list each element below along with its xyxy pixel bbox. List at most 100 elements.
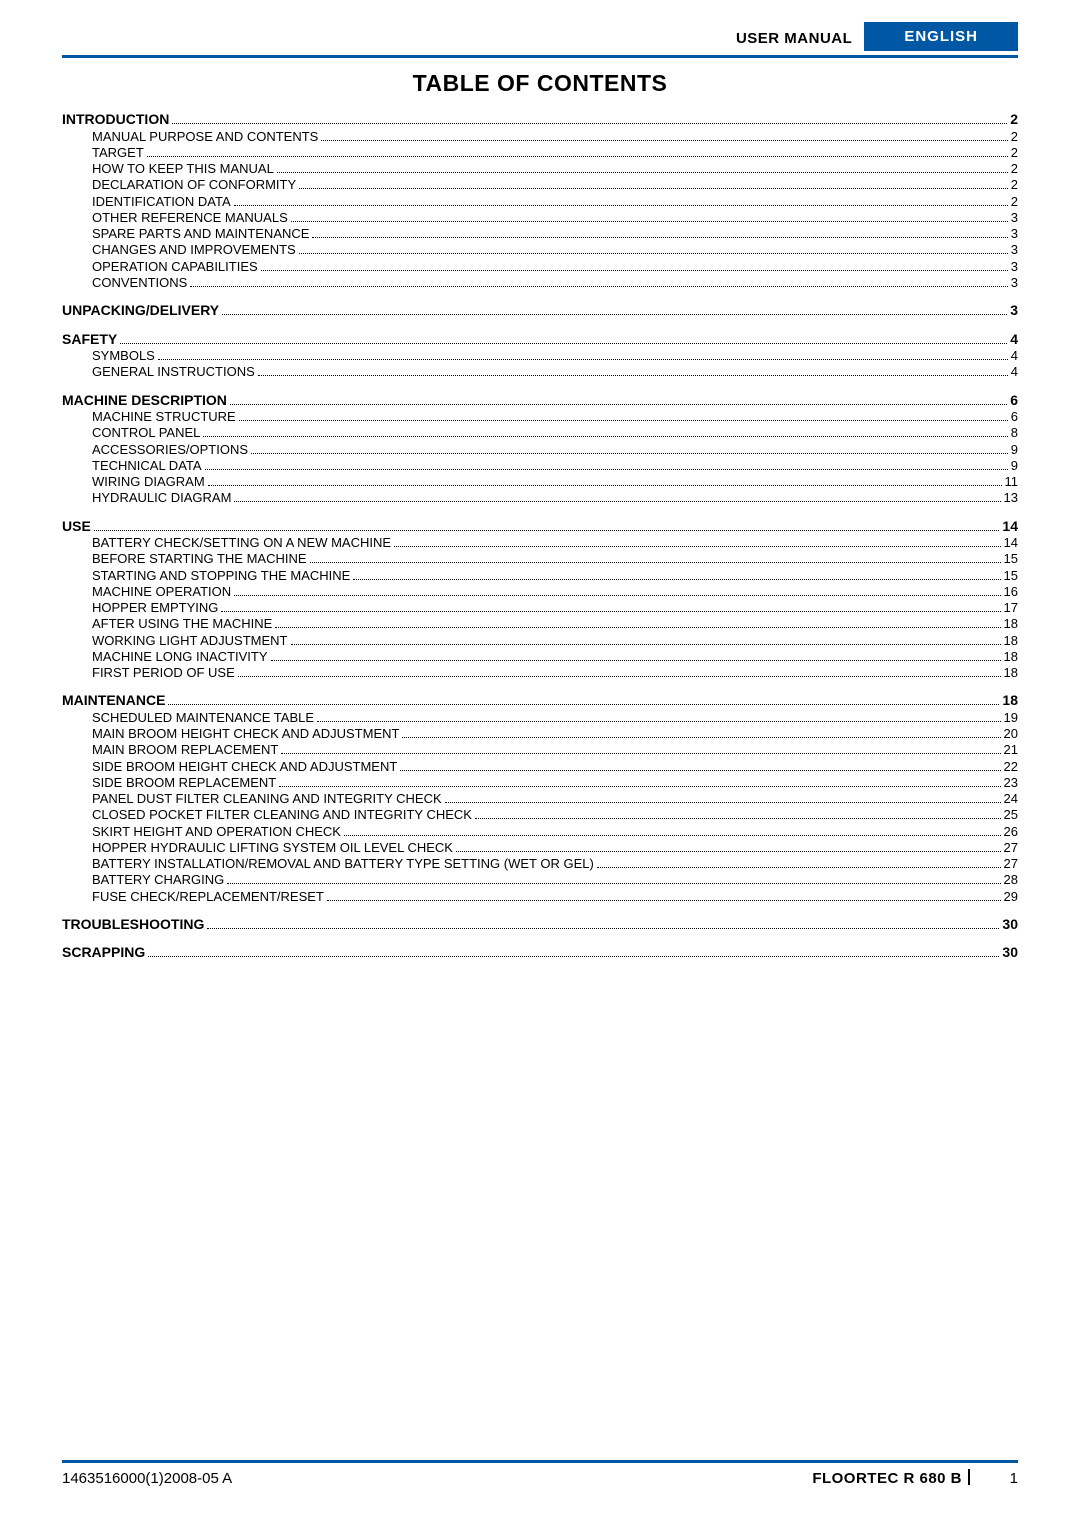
toc-leader-dots: [234, 195, 1008, 205]
toc-item-row: SYMBOLS4: [92, 348, 1018, 364]
toc-item-row: MAIN BROOM REPLACEMENT21: [92, 742, 1018, 758]
toc-entry-page: 2: [1011, 177, 1018, 193]
toc-entry-label: CONTROL PANEL: [92, 425, 200, 441]
toc-item-row: FIRST PERIOD OF USE18: [92, 665, 1018, 681]
toc-entry-label: BATTERY INSTALLATION/REMOVAL AND BATTERY…: [92, 856, 594, 872]
toc-leader-dots: [207, 918, 999, 929]
toc-entry-page: 30: [1002, 916, 1018, 934]
toc-item-row: SPARE PARTS AND MAINTENANCE3: [92, 226, 1018, 242]
toc-item-row: BATTERY INSTALLATION/REMOVAL AND BATTERY…: [92, 856, 1018, 872]
toc-leader-dots: [227, 874, 1000, 884]
toc-item-row: MACHINE OPERATION16: [92, 584, 1018, 600]
toc-entry-label: MANUAL PURPOSE AND CONTENTS: [92, 129, 318, 145]
toc-entry-page: 6: [1010, 392, 1018, 410]
toc-item-row: MACHINE LONG INACTIVITY18: [92, 649, 1018, 665]
toc-leader-dots: [172, 113, 1007, 124]
toc-leader-dots: [445, 793, 1001, 803]
toc-item-row: BEFORE STARTING THE MACHINE 15: [92, 551, 1018, 567]
toc-leader-dots: [168, 694, 999, 705]
toc-leader-dots: [222, 304, 1007, 315]
toc-item-row: SIDE BROOM HEIGHT CHECK AND ADJUSTMENT22: [92, 759, 1018, 775]
toc-leader-dots: [239, 411, 1008, 421]
toc-entry-page: 23: [1004, 775, 1018, 791]
toc-entry-page: 29: [1004, 889, 1018, 905]
toc-section-row: SCRAPPING30: [62, 944, 1018, 962]
toc-entry-label: MAINTENANCE: [62, 692, 165, 710]
toc-leader-dots: [299, 244, 1008, 254]
toc-entry-label: ACCESSORIES/OPTIONS: [92, 442, 248, 458]
footer-row: 1463516000(1)2008-05 A FLOORTEC R 680 B …: [62, 1467, 1018, 1487]
toc-title: TABLE OF CONTENTS: [62, 70, 1018, 97]
toc-leader-dots: [234, 492, 1000, 502]
toc-leader-dots: [230, 393, 1007, 404]
toc-item-row: OPERATION CAPABILITIES3: [92, 259, 1018, 275]
toc-leader-dots: [291, 211, 1008, 221]
toc-entry-page: 2: [1010, 111, 1018, 129]
toc-leader-dots: [279, 776, 1000, 786]
toc-leader-dots: [344, 825, 1001, 835]
toc-item-row: SIDE BROOM REPLACEMENT23: [92, 775, 1018, 791]
toc-entry-page: 8: [1011, 425, 1018, 441]
toc-item-row: HOPPER HYDRAULIC LIFTING SYSTEM OIL LEVE…: [92, 840, 1018, 856]
toc-entry-page: 18: [1004, 665, 1018, 681]
toc-entry-label: INTRODUCTION: [62, 111, 169, 129]
toc-entry-label: SAFETY: [62, 331, 117, 349]
toc-entry-page: 27: [1004, 840, 1018, 856]
toc-entry-page: 18: [1004, 616, 1018, 632]
toc-item-row: BATTERY CHECK/SETTING ON A NEW MACHINE 14: [92, 535, 1018, 551]
toc-entry-label: WIRING DIAGRAM: [92, 474, 205, 490]
toc-entry-label: TECHNICAL DATA: [92, 458, 202, 474]
footer-page-number: 1: [976, 1470, 1018, 1487]
toc-leader-dots: [271, 650, 1001, 660]
toc-list: INTRODUCTION 2 MANUAL PURPOSE AND CONTENTS…: [62, 111, 1018, 962]
toc-section-row: INTRODUCTION 2: [62, 111, 1018, 129]
toc-item-row: WORKING LIGHT ADJUSTMENT18: [92, 633, 1018, 649]
toc-leader-dots: [277, 163, 1008, 173]
toc-entry-label: MACHINE DESCRIPTION: [62, 392, 227, 410]
toc-entry-label: BATTERY CHECK/SETTING ON A NEW MACHINE: [92, 535, 391, 551]
toc-entry-page: 11: [1005, 474, 1019, 490]
toc-entry-page: 18: [1002, 692, 1018, 710]
toc-entry-label: FUSE CHECK/REPLACEMENT/RESET: [92, 889, 324, 905]
footer-rule: [62, 1460, 1018, 1463]
toc-leader-dots: [475, 809, 1001, 819]
toc-entry-page: 3: [1011, 242, 1018, 258]
toc-leader-dots: [221, 602, 1000, 612]
toc-item-row: PANEL DUST FILTER CLEANING AND INTEGRITY…: [92, 791, 1018, 807]
toc-entry-page: 25: [1004, 807, 1018, 823]
toc-leader-dots: [400, 760, 1000, 770]
toc-entry-label: USE: [62, 518, 91, 536]
toc-entry-page: 2: [1011, 129, 1018, 145]
toc-entry-label: HOW TO KEEP THIS MANUAL: [92, 161, 274, 177]
toc-entry-page: 9: [1011, 442, 1018, 458]
toc-item-row: CONTROL PANEL 8: [92, 425, 1018, 441]
toc-entry-page: 2: [1011, 161, 1018, 177]
toc-leader-dots: [258, 366, 1008, 376]
toc-entry-page: 3: [1011, 210, 1018, 226]
toc-entry-label: STARTING AND STOPPING THE MACHINE: [92, 568, 350, 584]
toc-leader-dots: [394, 537, 1000, 547]
toc-entry-page: 15: [1004, 551, 1018, 567]
toc-leader-dots: [251, 443, 1008, 453]
toc-entry-label: AFTER USING THE MACHINE: [92, 616, 272, 632]
toc-entry-page: 14: [1004, 535, 1018, 551]
toc-entry-label: CONVENTIONS: [92, 275, 187, 291]
toc-entry-page: 21: [1004, 742, 1018, 758]
footer-product-name: FLOORTEC R 680 B: [812, 1470, 962, 1487]
toc-item-row: FUSE CHECK/REPLACEMENT/RESET 29: [92, 889, 1018, 905]
toc-leader-dots: [205, 459, 1008, 469]
toc-entry-page: 17: [1004, 600, 1018, 616]
toc-section-row: MACHINE DESCRIPTION 6: [62, 392, 1018, 410]
toc-item-row: MAIN BROOM HEIGHT CHECK AND ADJUSTMENT20: [92, 726, 1018, 742]
header-language-badge: ENGLISH: [864, 22, 1018, 51]
toc-leader-dots: [148, 946, 999, 957]
toc-entry-page: 3: [1011, 259, 1018, 275]
toc-entry-label: OTHER REFERENCE MANUALS: [92, 210, 288, 226]
toc-entry-label: MACHINE LONG INACTIVITY: [92, 649, 268, 665]
toc-entry-page: 3: [1011, 275, 1018, 291]
toc-entry-label: BEFORE STARTING THE MACHINE: [92, 551, 307, 567]
toc-entry-label: MACHINE STRUCTURE: [92, 409, 236, 425]
toc-entry-label: SCRAPPING: [62, 944, 145, 962]
toc-entry-label: PANEL DUST FILTER CLEANING AND INTEGRITY…: [92, 791, 442, 807]
toc-entry-page: 4: [1010, 331, 1018, 349]
